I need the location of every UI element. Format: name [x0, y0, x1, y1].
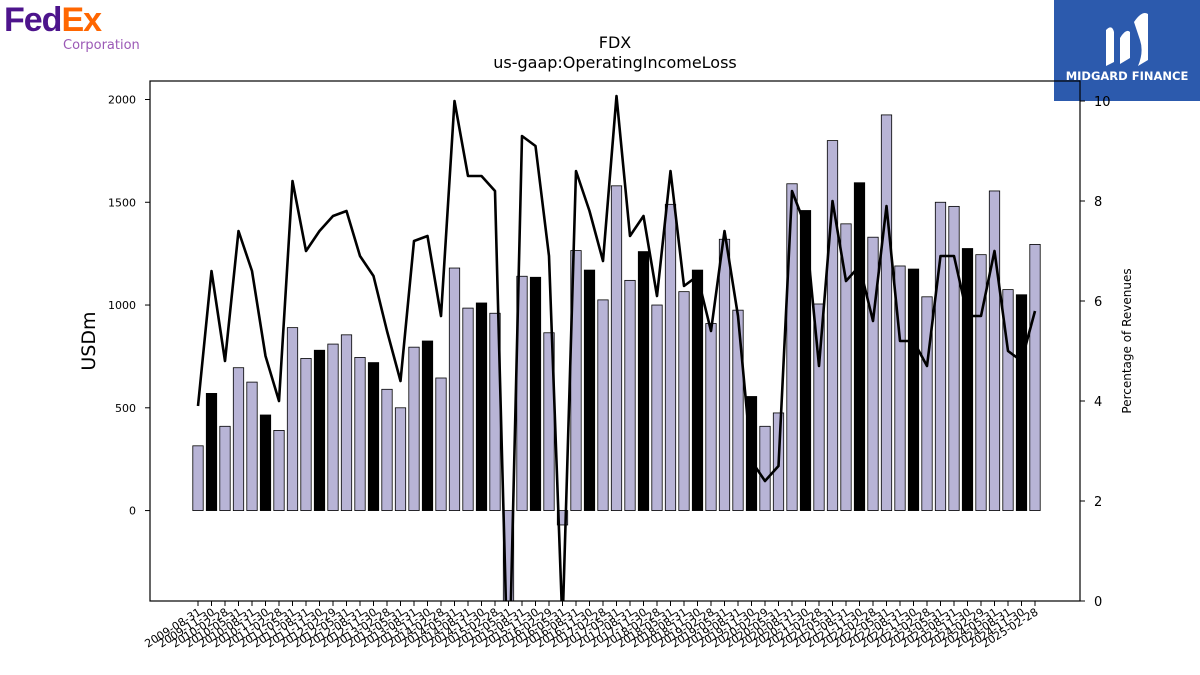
midgard-emblem-icon — [1106, 13, 1148, 66]
bar-2018-05-31 — [664, 203, 677, 511]
bar-2011-02-28 — [273, 430, 285, 511]
bars-layer — [192, 114, 1041, 602]
bar-2024-11-30 — [1015, 294, 1028, 511]
bar-2020-02-29 — [759, 425, 771, 511]
bar-2021-02-28 — [813, 303, 825, 511]
bar-2010-11-30 — [259, 414, 272, 511]
y2-tick-label-6: 6 — [1094, 295, 1102, 310]
y-tick-label-1000: 1000 — [108, 299, 136, 312]
bar-2023-11-30 — [961, 248, 974, 511]
bar-2013-11-30 — [421, 340, 434, 511]
bar-2012-11-30 — [367, 362, 380, 511]
logo-fed-word: Fed — [4, 1, 62, 39]
bar-2021-05-31 — [826, 140, 839, 511]
plot-frame — [149, 80, 1081, 602]
bar-2019-08-31 — [732, 309, 744, 511]
bar-2009-08-31 — [192, 445, 204, 511]
bar-2020-08-31 — [786, 183, 798, 511]
bar-2023-05-31 — [934, 201, 947, 511]
bar-2018-11-30 — [691, 269, 704, 511]
bar-2023-08-31 — [948, 205, 960, 511]
y2-tick-label-8: 8 — [1094, 195, 1102, 210]
bar-2014-02-28 — [435, 377, 447, 511]
midgard-finance-name: MIDGARD FINANCE — [1065, 69, 1189, 83]
bar-2011-11-30 — [313, 349, 326, 511]
bar-2012-08-31 — [354, 357, 366, 511]
bar-2014-08-31 — [462, 307, 474, 511]
bar-2024-02-29 — [975, 254, 987, 511]
bar-2024-08-31 — [1002, 289, 1014, 511]
bar-2013-05-31 — [394, 407, 407, 511]
percentage-of-revenues-line — [196, 94, 1037, 601]
bar-2010-08-31 — [246, 381, 258, 511]
fedex-corporation-logo: FedEx Corporation — [4, 2, 144, 57]
bar-2021-11-30 — [853, 182, 866, 511]
left-axis: 0 500 1000 1500 2000 — [108, 93, 150, 518]
bar-2012-02-29 — [327, 343, 339, 511]
bar-2022-11-30 — [907, 268, 920, 511]
line-layer — [196, 94, 1037, 601]
bar-2010-02-28 — [219, 425, 231, 511]
y-axis-label: USDm — [78, 311, 100, 370]
bar-2018-08-31 — [678, 291, 690, 511]
y-tick-label-2000: 2000 — [108, 93, 136, 106]
bar-2013-08-31 — [408, 346, 420, 511]
bar-2017-11-30 — [637, 251, 650, 511]
bar-2012-05-31 — [340, 334, 353, 511]
bar-2024-05-31 — [988, 190, 1001, 511]
midgard-finance-logo: MIDGARD FINANCE — [1054, 0, 1200, 101]
bar-2011-08-31 — [300, 358, 312, 511]
bar-2022-02-28 — [867, 236, 879, 511]
y2-tick-label-0: 0 — [1094, 595, 1102, 610]
chart-subtitle: us-gaap:OperatingIncomeLoss — [493, 53, 737, 72]
y2-tick-label-2: 2 — [1094, 495, 1102, 510]
bar-2017-08-31 — [624, 279, 636, 511]
y2-tick-label-4: 4 — [1094, 395, 1102, 410]
bar-2022-05-31 — [880, 114, 893, 511]
logo-corporation-text: Corporation — [63, 38, 140, 53]
bar-2016-11-30 — [583, 269, 596, 511]
y2-tick-label-10: 10 — [1094, 95, 1111, 110]
right-axis: 0 2 4 6 8 10 — [1080, 95, 1111, 610]
y-tick-label-1500: 1500 — [108, 196, 136, 209]
bar-2018-02-28 — [651, 304, 663, 511]
bar-2014-05-31 — [448, 267, 461, 511]
bar-2013-02-28 — [381, 388, 393, 511]
bar-2017-05-31 — [610, 185, 623, 511]
bar-2011-05-31 — [286, 327, 299, 511]
bar-2019-02-28 — [705, 323, 717, 511]
bar-2014-11-30 — [475, 302, 488, 511]
bar-2010-05-31 — [232, 367, 245, 511]
y-tick-label-0: 0 — [129, 505, 136, 518]
y-tick-label-500: 500 — [115, 402, 136, 415]
bar-2020-11-30 — [799, 210, 812, 511]
bar-2023-02-28 — [921, 296, 933, 511]
bar-2009-11-30 — [205, 393, 218, 511]
bar-2025-02-28 — [1029, 243, 1041, 511]
x-axis: 2009-08-312009-11-302010-02-282010-05-31… — [142, 601, 1041, 650]
bar-2015-11-30 — [529, 276, 542, 511]
chart-title: FDX — [598, 33, 632, 52]
bar-2021-08-31 — [840, 223, 852, 511]
logo-ex-word: Ex — [61, 1, 102, 39]
bar-2017-02-28 — [597, 299, 609, 511]
y2-axis-label: Percentage of Revenues — [1120, 268, 1134, 413]
bar-2022-08-31 — [894, 265, 906, 511]
bar-2019-05-31 — [718, 238, 731, 511]
